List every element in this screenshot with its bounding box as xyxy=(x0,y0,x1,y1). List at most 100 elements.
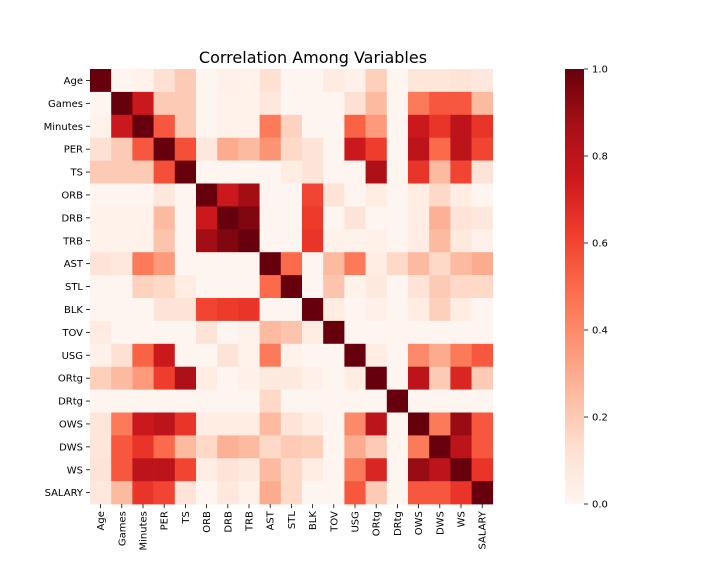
heatmap-cell-ows-tov xyxy=(323,412,345,436)
x-tick-label-age: Age xyxy=(96,511,107,530)
heatmap-cell-games-trb xyxy=(238,91,260,116)
heatmap-cell-stl-games xyxy=(111,275,133,299)
heatmap-cell-minutes-ortg xyxy=(365,114,388,138)
heatmap-cell-stl-ortg xyxy=(365,275,388,299)
heatmap-cell-stl-per xyxy=(153,275,176,299)
heatmap-cell-drb-usg xyxy=(344,206,366,230)
heatmap-cell-stl-ows xyxy=(408,275,430,299)
heatmap-cell-dws-age xyxy=(90,435,112,459)
heatmap-cell-blk-drtg xyxy=(386,298,409,322)
heatmap-cell-salary-tov xyxy=(323,481,345,505)
heatmap-cell-tov-blk xyxy=(302,320,324,345)
heatmap-cell-ws-dws xyxy=(429,458,451,482)
heatmap-cell-games-usg xyxy=(344,91,366,116)
y-tick-label-games: Games xyxy=(48,99,83,110)
heatmap-cell-usg-tov xyxy=(323,343,345,367)
heatmap-cell-ws-salary xyxy=(471,458,494,482)
heatmap-cell-drb-dws xyxy=(429,206,451,230)
heatmap-cell-minutes-ows xyxy=(408,114,430,138)
heatmap-cell-ows-games xyxy=(111,412,133,436)
heatmap-cell-ts-per xyxy=(153,160,176,184)
heatmap-cell-minutes-blk xyxy=(302,114,324,138)
heatmap-cell-ws-minutes xyxy=(132,458,154,482)
heatmap-cell-ortg-trb xyxy=(238,366,260,390)
heatmap-cell-ortg-minutes xyxy=(132,366,154,390)
heatmap-cell-ortg-dws xyxy=(429,366,451,390)
heatmap-cell-orb-ts xyxy=(174,183,197,207)
heatmap-cell-trb-ows xyxy=(408,229,430,253)
heatmap-cell-blk-blk xyxy=(302,298,324,322)
heatmap-cell-age-minutes xyxy=(132,69,154,93)
heatmap-cell-ows-per xyxy=(153,412,176,436)
heatmap-cell-minutes-minutes xyxy=(132,114,154,138)
heatmap-cell-age-salary xyxy=(471,69,494,93)
heatmap-cell-ast-per xyxy=(153,252,176,276)
heatmap-cell-ows-ows xyxy=(408,412,430,436)
heatmap-cell-salary-ortg xyxy=(365,481,388,505)
heatmap-cell-usg-drb xyxy=(217,343,239,367)
heatmap-cell-tov-drb xyxy=(217,320,239,345)
heatmap-cell-usg-orb xyxy=(196,343,218,367)
heatmap-cell-games-ortg xyxy=(365,91,388,116)
y-tick-label-trb: TRB xyxy=(62,236,83,247)
heatmap-cell-blk-ortg xyxy=(365,298,388,322)
heatmap-cell-trb-drb xyxy=(217,229,239,253)
heatmap-cell-ws-games xyxy=(111,458,133,482)
heatmap-cell-salary-ast xyxy=(259,481,282,505)
heatmap-cell-games-tov xyxy=(323,91,345,116)
heatmap-cell-minutes-games xyxy=(111,114,133,138)
heatmap-cell-usg-ortg xyxy=(365,343,388,367)
heatmap-cell-dws-drb xyxy=(217,435,239,459)
heatmap-cell-blk-ast xyxy=(259,298,282,322)
heatmap-cell-drb-trb xyxy=(238,206,260,230)
heatmap-cell-ortg-usg xyxy=(344,366,366,390)
heatmap-cell-drb-blk xyxy=(302,206,324,230)
colorbar-tick-label: 0.2 xyxy=(592,413,608,424)
heatmap-cell-blk-games xyxy=(111,298,133,322)
y-tick-label-drtg: DRtg xyxy=(58,397,83,408)
heatmap-cell-drb-drb xyxy=(217,206,239,230)
heatmap-cell-orb-minutes xyxy=(132,183,154,207)
heatmap-cell-minutes-ts xyxy=(174,114,197,138)
heatmap-cell-trb-blk xyxy=(302,229,324,253)
y-tick-label-minutes: Minutes xyxy=(44,122,83,133)
heatmap-cell-ts-dws xyxy=(429,160,451,184)
heatmap-cell-ast-age xyxy=(90,252,112,276)
heatmap-cell-ws-ows xyxy=(408,458,430,482)
heatmap-cell-drtg-ortg xyxy=(365,389,388,413)
heatmap-cell-games-age xyxy=(90,91,112,116)
heatmap-cell-stl-drb xyxy=(217,275,239,299)
x-tick-label-ortg: ORtg xyxy=(372,511,383,536)
heatmap-cell-ows-ortg xyxy=(365,412,388,436)
heatmap-cell-age-games xyxy=(111,69,133,93)
heatmap-cell-orb-ast xyxy=(259,183,282,207)
heatmap-cell-ts-drtg xyxy=(386,160,409,184)
heatmap-cell-tov-salary xyxy=(471,320,494,345)
heatmap-cell-games-minutes xyxy=(132,91,154,116)
heatmap-cell-dws-tov xyxy=(323,435,345,459)
heatmap-cell-trb-age xyxy=(90,229,112,253)
x-tick-label-salary: SALARY xyxy=(478,510,489,549)
heatmap-cell-tov-ts xyxy=(174,320,197,345)
heatmap-cell-usg-stl xyxy=(280,343,303,367)
heatmap-cell-usg-minutes xyxy=(132,343,154,367)
heatmap-cell-orb-games xyxy=(111,183,133,207)
heatmap-cell-stl-minutes xyxy=(132,275,154,299)
heatmap-cell-dws-stl xyxy=(280,435,303,459)
heatmap-cell-usg-games xyxy=(111,343,133,367)
heatmap-cell-ts-ows xyxy=(408,160,430,184)
heatmap-cell-orb-drb xyxy=(217,183,239,207)
heatmap-cell-ows-stl xyxy=(280,412,303,436)
heatmap-cell-blk-stl xyxy=(280,298,303,322)
heatmap-cell-ts-ts xyxy=(174,160,197,184)
heatmap-cell-ows-blk xyxy=(302,412,324,436)
heatmap-cell-blk-salary xyxy=(471,298,494,322)
heatmap-cell-per-ast xyxy=(259,137,282,161)
heatmap-cell-ws-trb xyxy=(238,458,260,482)
heatmap-cell-minutes-ast xyxy=(259,114,282,138)
heatmap-cell-salary-trb xyxy=(238,481,260,505)
heatmap-cell-usg-blk xyxy=(302,343,324,367)
heatmap-cell-trb-per xyxy=(153,229,176,253)
y-tick-label-ws: WS xyxy=(67,465,83,476)
heatmap-cell-ast-games xyxy=(111,252,133,276)
